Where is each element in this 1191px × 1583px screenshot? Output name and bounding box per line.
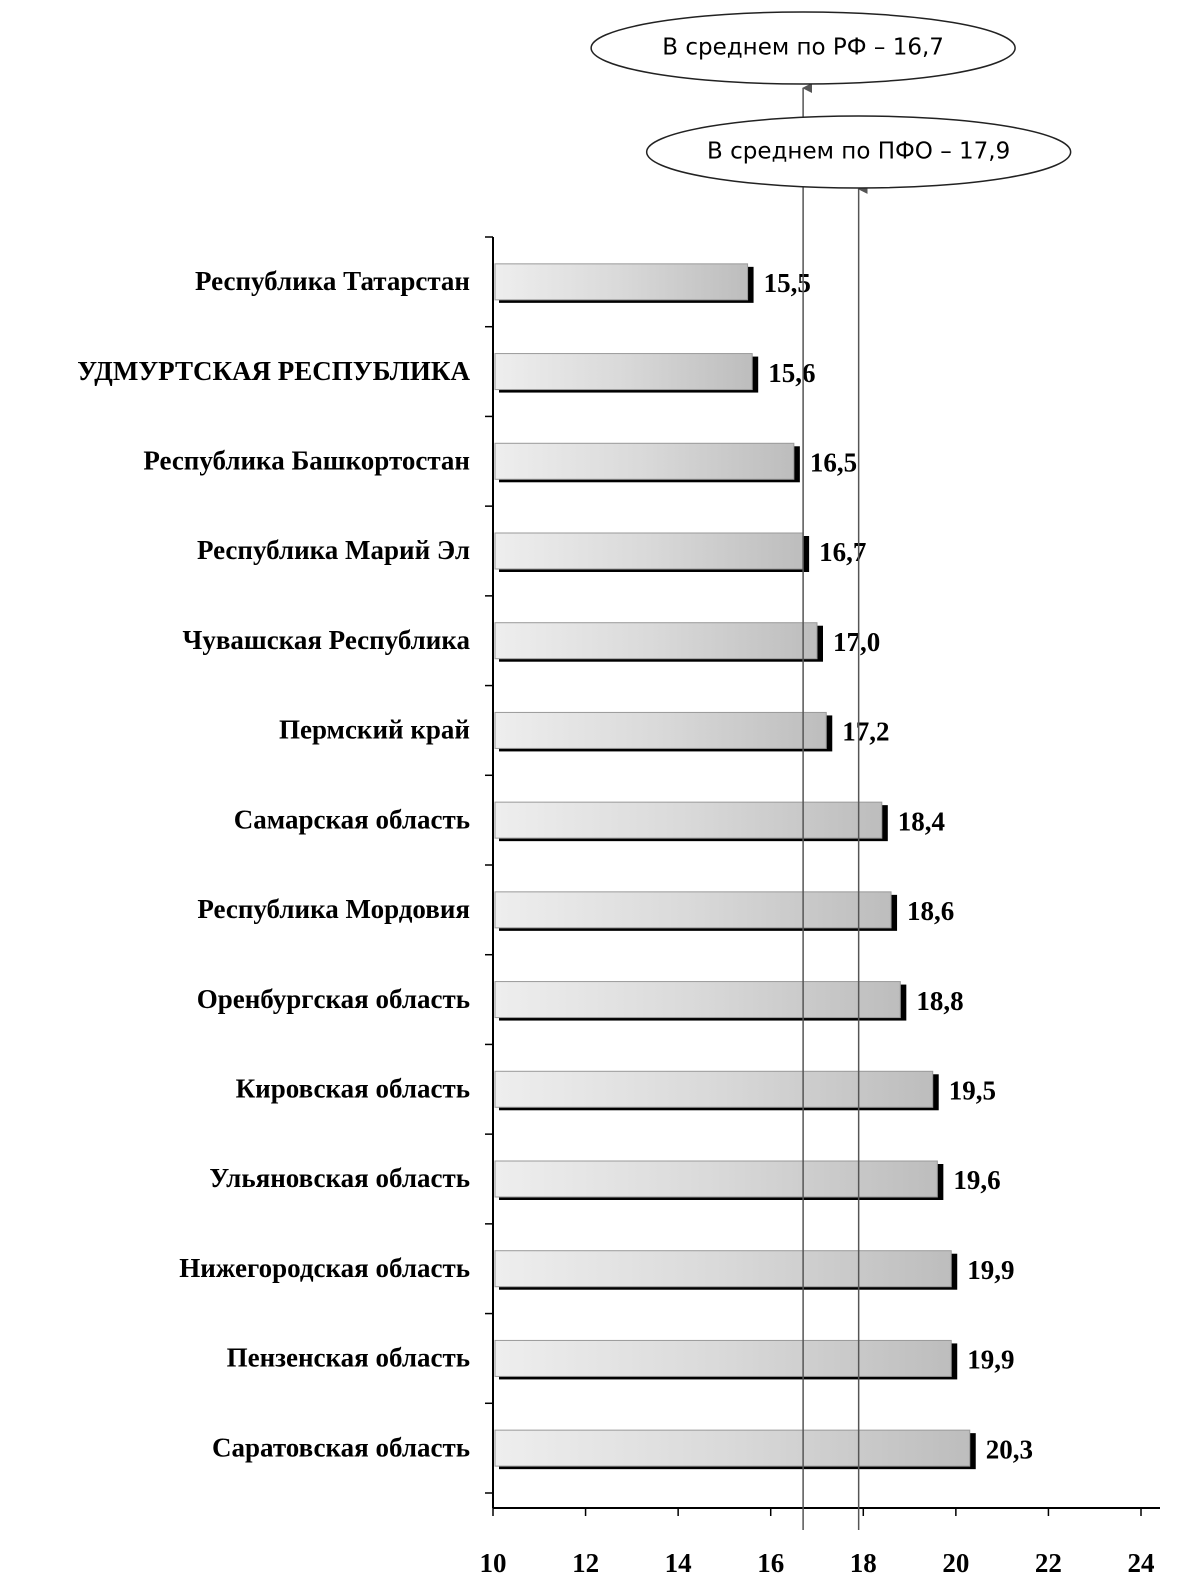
- category-label: Чувашская Республика: [183, 625, 471, 655]
- category-label: Ульяновская область: [209, 1163, 470, 1193]
- value-label: 16,5: [810, 447, 857, 477]
- bar: [494, 622, 818, 660]
- value-label: 18,8: [916, 986, 963, 1016]
- bar: [494, 891, 892, 929]
- value-label: 18,4: [898, 806, 945, 836]
- bar: [494, 353, 753, 391]
- x-tick-label: 22: [1035, 1548, 1062, 1578]
- bar: [494, 981, 901, 1019]
- bar: [494, 1160, 938, 1198]
- reference-callout: [645, 115, 1072, 189]
- x-tick-label: 14: [665, 1548, 692, 1578]
- bar: [494, 711, 827, 749]
- category-label: Пермский край: [279, 715, 470, 745]
- bar: [494, 442, 795, 480]
- x-tick-label: 12: [572, 1548, 599, 1578]
- reference-callout: [590, 11, 1016, 85]
- category-label: Кировская область: [236, 1073, 470, 1103]
- category-label: Саратовская область: [212, 1432, 470, 1462]
- category-label: Республика Татарстан: [195, 266, 470, 296]
- value-label: 19,6: [953, 1165, 1000, 1195]
- value-label: 18,6: [907, 896, 954, 926]
- reference-label: В среднем по ПФО – 17,9: [707, 139, 1010, 165]
- bar: [494, 263, 749, 301]
- value-label: 19,9: [967, 1345, 1014, 1375]
- x-tick-label: 10: [480, 1548, 507, 1578]
- bar: [494, 1250, 952, 1288]
- value-label: 15,6: [768, 358, 815, 388]
- bar: [494, 1070, 934, 1108]
- bar: [494, 1339, 952, 1377]
- reference-label: В среднем по РФ – 16,7: [662, 35, 944, 61]
- bar: [494, 801, 883, 839]
- category-label: Республика Марий Эл: [197, 535, 470, 565]
- x-tick-label: 16: [757, 1548, 784, 1578]
- bar: [494, 1429, 971, 1467]
- value-label: 17,0: [833, 627, 880, 657]
- value-label: 19,5: [949, 1075, 996, 1105]
- category-label: Нижегородская область: [179, 1253, 470, 1283]
- bar: [494, 532, 804, 570]
- category-label: УДМУРТСКАЯ РЕСПУБЛИКА: [77, 356, 470, 386]
- x-tick-label: 20: [942, 1548, 969, 1578]
- x-tick-label: 24: [1128, 1548, 1155, 1578]
- value-label: 19,9: [967, 1255, 1014, 1285]
- value-label: 20,3: [986, 1434, 1033, 1464]
- category-label: Пензенская область: [227, 1343, 470, 1373]
- x-tick-label: 18: [850, 1548, 877, 1578]
- value-label: 17,2: [842, 717, 889, 747]
- category-label: Оренбургская область: [197, 984, 470, 1014]
- category-label: Республика Башкортостан: [143, 445, 470, 475]
- category-label: Самарская область: [234, 804, 470, 834]
- category-label: Республика Мордовия: [197, 894, 470, 924]
